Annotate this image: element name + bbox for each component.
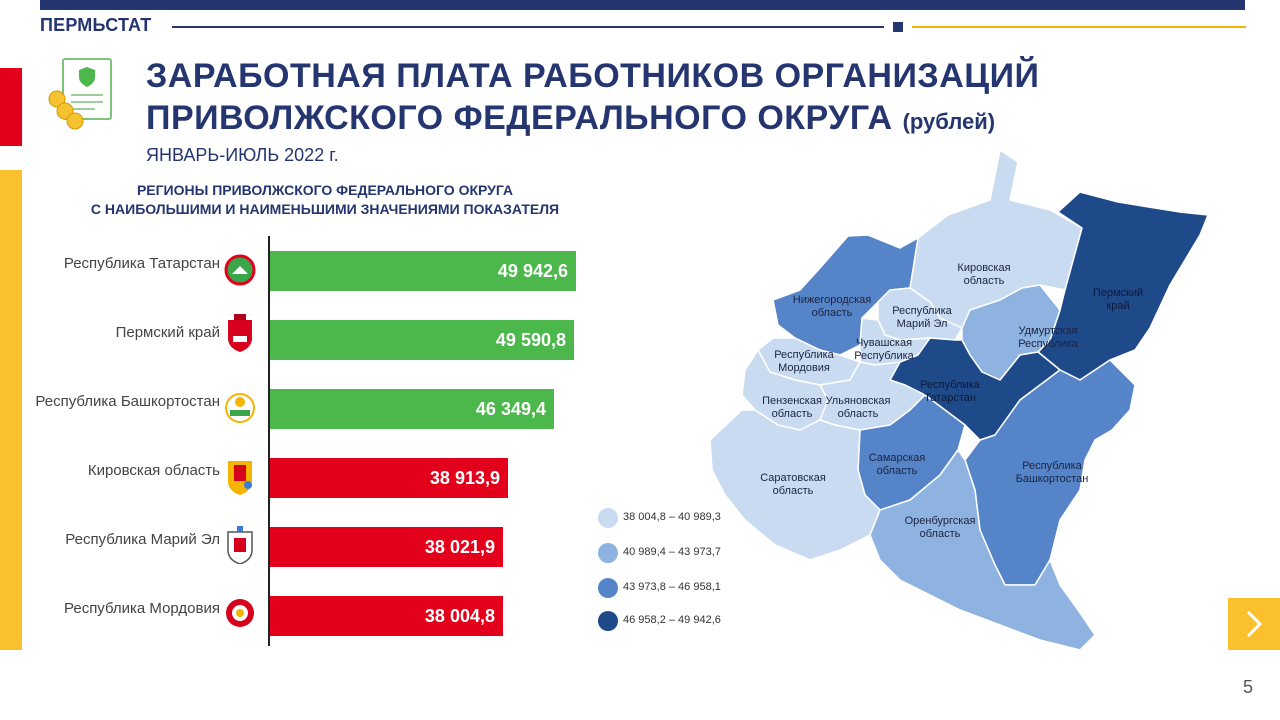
map-region-label: Саратовская область <box>760 472 826 497</box>
side-accent-red <box>0 68 22 146</box>
legend-swatch <box>598 543 618 563</box>
category-label: Пермский край <box>115 324 220 341</box>
map-region-label: Нижегородская область <box>792 294 872 319</box>
bashkortostan-emblem-icon <box>225 393 255 423</box>
bar-value-label: 38 021,9 <box>424 537 495 557</box>
map-region-label: Удмуртская Республика <box>1018 325 1078 350</box>
map-region-label: Самарская область <box>868 452 926 477</box>
perm-krai-emblem-icon <box>228 314 252 352</box>
map-region-label: Ульяновская область <box>825 395 891 420</box>
chevron-right-icon <box>1246 610 1263 638</box>
legend-swatch <box>598 578 618 598</box>
legend-label: 43 973,8 – 46 958,1 <box>623 581 721 593</box>
header-rule-accent <box>912 26 1246 28</box>
map-region-label: Республика Башкортостан <box>1015 460 1089 485</box>
map-region-label: Оренбургская область <box>904 515 976 540</box>
bar <box>270 389 554 429</box>
map-region <box>709 409 881 561</box>
header-rule <box>172 26 884 28</box>
page-title-line2-text: ПРИВОЛЖСКОГО ФЕДЕРАЛЬНОГО ОКРУГА <box>146 99 893 137</box>
kirov-oblast-emblem-icon <box>228 461 252 495</box>
map-region-label: Кировская область <box>957 262 1011 287</box>
bar-value-label: 46 349,4 <box>475 399 546 419</box>
category-label: Республика Башкортостан <box>35 393 220 410</box>
bar <box>270 527 503 567</box>
legend-swatch <box>598 611 618 631</box>
chart-title: РЕГИОНЫ ПРИВОЛЖСКОГО ФЕДЕРАЛЬНОГО ОКРУГА… <box>40 181 610 219</box>
legend-label: 40 989,4 – 43 973,7 <box>623 546 721 558</box>
header-rule-square <box>893 22 903 32</box>
category-label: Кировская область <box>87 462 220 479</box>
mordovia-emblem-icon <box>226 599 254 627</box>
page-number: 5 <box>1243 677 1254 697</box>
chart-title-line1: РЕГИОНЫ ПРИВОЛЖСКОГО ФЕДЕРАЛЬНОГО ОКРУГА <box>136 182 514 198</box>
brand-name: ПЕРМЬСТАТ <box>40 15 152 35</box>
map-region-label: Чувашская Республика <box>854 337 914 362</box>
district-map: Кировская область Пермский край Нижегородс… <box>700 140 1220 660</box>
mari-el-emblem-icon <box>227 526 253 564</box>
page-title: ЗАРАБОТНАЯ ПЛАТА РАБОТНИКОВ ОРГАНИЗАЦИЙ … <box>146 55 1039 143</box>
district-map-svg <box>709 149 1209 651</box>
bar-value-label: 49 942,6 <box>497 261 568 281</box>
chart-title-line2: С НАИБОЛЬШИМИ И НАИМЕНЬШИМИ ЗНАЧЕНИЯМИ П… <box>90 201 560 217</box>
bar <box>270 458 508 498</box>
legend-label: 38 004,8 – 40 989,3 <box>623 511 721 523</box>
side-accent-yellow <box>0 170 22 650</box>
map-region <box>869 449 1096 651</box>
category-label: Республика Мордовия <box>64 600 220 617</box>
map-region-label: Республика Марий Эл <box>892 305 952 330</box>
bar-value-label: 38 004,8 <box>424 606 495 626</box>
legend-swatch <box>598 508 618 528</box>
map-region-label: Республика Мордовия <box>774 349 834 374</box>
bar <box>270 320 574 360</box>
bar <box>270 596 503 636</box>
bar-value-label: 38 913,9 <box>429 468 500 488</box>
page-title-line2: ПРИВОЛЖСКОГО ФЕДЕРАЛЬНОГО ОКРУГА (рублей… <box>146 97 1039 143</box>
period-label: ЯНВАРЬ-ИЮЛЬ 2022 г. <box>146 145 339 165</box>
top-bar <box>40 0 1245 10</box>
map-region-label: Пензенская область <box>762 395 822 420</box>
category-label: Республика Марий Эл <box>65 531 220 548</box>
map-region-label: Республика Татарстан <box>920 379 980 404</box>
bar-value-label: 49 590,8 <box>495 330 566 350</box>
category-label: Республика Татарстан <box>63 255 220 272</box>
chart-axis <box>268 236 270 646</box>
bar <box>270 251 576 291</box>
salary-document-icon <box>48 58 112 130</box>
map-region-label: Пермский край <box>1092 287 1144 312</box>
next-slide-button[interactable] <box>1228 598 1280 650</box>
legend-label: 46 958,2 – 49 942,6 <box>623 614 721 626</box>
tatarstan-emblem-icon <box>224 254 256 286</box>
page-title-unit: (рублей) <box>902 109 996 134</box>
page-title-line1: ЗАРАБОТНАЯ ПЛАТА РАБОТНИКОВ ОРГАНИЗАЦИЙ <box>146 57 1040 95</box>
